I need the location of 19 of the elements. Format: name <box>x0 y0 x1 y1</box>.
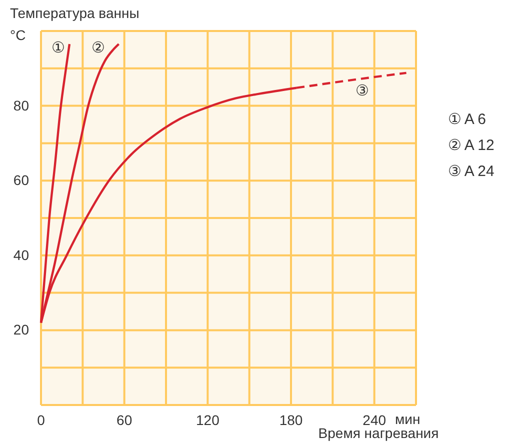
y-tick-label: 20 <box>13 322 30 338</box>
text: ① A 6 <box>448 111 486 128</box>
x-tick-label: 60 <box>116 412 132 428</box>
x-tick-label: 240 <box>362 412 386 428</box>
text: ③ A 24 <box>448 163 494 180</box>
x-tick-label: 0 <box>37 412 46 428</box>
text: мин <box>395 411 420 427</box>
text: ② A 12 <box>448 137 494 154</box>
annotation: ③ <box>356 82 368 100</box>
x-axis-title: Время нагревания <box>318 425 439 441</box>
y-axis-title: Температура ванны <box>10 5 140 21</box>
x-tick-label: 120 <box>196 412 220 428</box>
annotation: ① <box>52 39 64 56</box>
x-tick-label: 180 <box>279 412 303 428</box>
y-tick-label: 80 <box>13 97 30 114</box>
annotation: ② <box>92 39 104 56</box>
y-tick-label: 40 <box>13 246 30 263</box>
text: °C <box>10 27 26 43</box>
y-tick-label: 60 <box>13 172 30 188</box>
